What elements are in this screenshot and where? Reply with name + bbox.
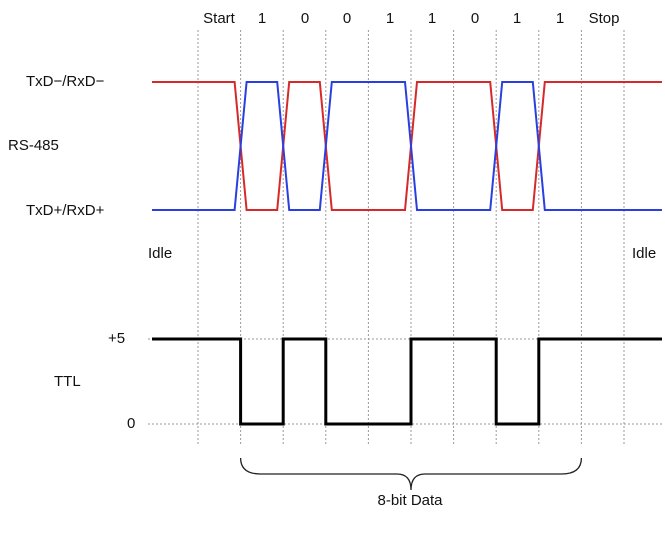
ttl-label: TTL — [54, 373, 81, 390]
bit-label-stop: Stop — [588, 10, 620, 27]
bit-label-6: 0 — [470, 10, 480, 27]
rs485-minus-trace — [152, 81, 662, 211]
bit-label-1: 1 — [257, 10, 267, 27]
bit-label-4: 1 — [385, 10, 395, 27]
bit-label-5: 1 — [427, 10, 437, 27]
data-brace — [239, 457, 583, 491]
ttl-low-label: 0 — [127, 415, 136, 432]
rs485-signal-traces — [152, 81, 662, 211]
idle-right-label: Idle — [632, 245, 657, 262]
data-brace-label: 8-bit Data — [377, 492, 443, 509]
rs485-plus-trace — [152, 81, 662, 211]
bit-label-2: 0 — [300, 10, 310, 27]
ttl-signal-trace — [152, 337, 662, 426]
bit-label-start: Start — [203, 10, 235, 27]
rs485-label: RS-485 — [8, 137, 59, 154]
idle-left-label: Idle — [148, 245, 173, 262]
bit-label-7: 1 — [512, 10, 522, 27]
ttl-high-label: +5 — [108, 330, 126, 347]
ttl-trace — [152, 337, 662, 426]
bit-label-8: 1 — [555, 10, 565, 27]
rs485-minus-line-label: TxD−/RxD− — [26, 73, 105, 90]
data-curly-brace — [239, 457, 583, 491]
ttl-baselines — [148, 338, 662, 425]
bit-label-3: 0 — [342, 10, 352, 27]
rs485-plus-line-label: TxD+/RxD+ — [26, 202, 105, 219]
